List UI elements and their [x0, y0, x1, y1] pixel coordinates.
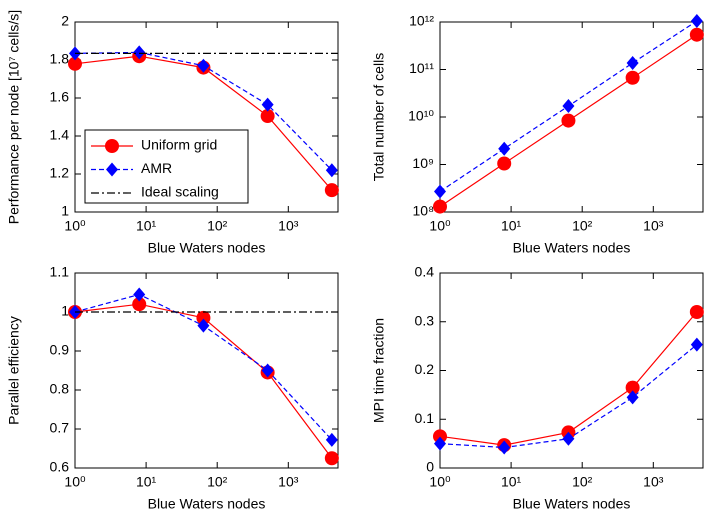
y-tick-label: 1.6 [50, 89, 70, 105]
legend-marker [106, 162, 118, 177]
data-point [434, 184, 446, 199]
y-tick-label: 2 [61, 13, 69, 29]
legend-label: AMR [141, 160, 172, 176]
legend-label: Uniform grid [141, 137, 217, 153]
y-axis-label: Performance per node [10⁷ cells/s] [6, 10, 22, 224]
x-tick-label: 10⁰ [64, 218, 86, 234]
y-tick-label: 0.6 [50, 459, 70, 475]
x-tick-label: 10³ [278, 218, 299, 234]
data-point [324, 183, 339, 198]
data-point [626, 390, 639, 405]
x-tick-label: 10¹ [501, 474, 522, 490]
x-axis-label: Blue Waters nodes [148, 496, 266, 512]
y-tick-label: 10¹⁰ [408, 108, 434, 124]
x-tick-label: 10² [207, 474, 228, 490]
y-tick-label: 0 [426, 459, 434, 475]
plot-frame [74, 21, 339, 213]
y-tick-label: 10⁸ [413, 203, 435, 219]
data-point [261, 97, 274, 112]
y-tick-label: 1 [61, 203, 69, 219]
x-tick-label: 10⁰ [64, 474, 86, 490]
y-tick-label: 0.1 [415, 410, 435, 426]
y-tick-label: 0.4 [415, 264, 435, 280]
x-tick-label: 10² [207, 218, 228, 234]
data-point [625, 380, 640, 395]
x-tick-label: 10⁰ [429, 474, 451, 490]
data-point [133, 45, 146, 60]
x-tick-label: 10¹ [136, 218, 157, 234]
data-point [325, 432, 338, 447]
data-point [689, 27, 704, 42]
data-point [561, 113, 576, 128]
data-point [626, 56, 639, 71]
y-tick-label: 1 [61, 303, 69, 319]
data-point [261, 363, 274, 378]
y-tick-label: 10¹¹ [409, 60, 434, 76]
data-point [132, 297, 147, 312]
data-point [433, 429, 447, 444]
y-tick-label: 0.2 [415, 361, 435, 377]
x-axis-label: Blue Waters nodes [513, 496, 631, 512]
x-tick-label: 10³ [278, 474, 299, 490]
data-point [260, 109, 275, 124]
y-tick-label: 1.4 [50, 127, 70, 143]
data-point [68, 56, 82, 71]
plot-frame [74, 272, 339, 469]
x-tick-label: 10³ [643, 218, 664, 234]
y-tick-label: 10⁹ [412, 155, 434, 171]
series-line [439, 311, 698, 446]
x-tick-label: 10¹ [501, 218, 522, 234]
x-tick-label: 10² [572, 474, 593, 490]
data-point [498, 440, 511, 455]
y-tick-label: 1.2 [50, 165, 70, 181]
data-point [562, 431, 575, 446]
y-tick-label: 0.3 [415, 312, 435, 328]
data-point [497, 156, 512, 171]
x-tick-label: 10² [572, 218, 593, 234]
data-point [324, 451, 339, 466]
y-axis-label: Parallel efficiency [6, 316, 22, 425]
data-point [133, 287, 146, 302]
legend-marker [105, 139, 119, 153]
data-point [690, 337, 703, 352]
data-point [325, 163, 338, 178]
x-tick-label: 10⁰ [429, 218, 451, 234]
data-point [689, 305, 704, 319]
y-tick-label: 1.8 [50, 51, 70, 67]
legend-label: Ideal scaling [141, 184, 219, 200]
x-axis-label: Blue Waters nodes [513, 240, 631, 256]
y-tick-label: 0.8 [50, 381, 70, 397]
data-point [197, 318, 210, 333]
x-tick-label: 10³ [643, 474, 664, 490]
data-point [434, 436, 446, 451]
y-axis-label: MPI time fraction [371, 318, 387, 423]
y-tick-label: 10¹² [409, 13, 434, 29]
data-point [196, 310, 211, 325]
x-tick-label: 10¹ [136, 474, 157, 490]
y-tick-label: 0.7 [50, 420, 70, 436]
data-point [690, 13, 703, 28]
data-point [498, 141, 511, 156]
x-axis-label: Blue Waters nodes [148, 240, 266, 256]
data-point [562, 99, 575, 114]
data-point [625, 70, 640, 85]
data-point [433, 199, 447, 214]
data-point [197, 58, 210, 73]
y-axis-label: Total number of cells [371, 53, 387, 181]
y-tick-label: 1.1 [50, 264, 70, 280]
y-tick-label: 0.9 [50, 342, 70, 358]
